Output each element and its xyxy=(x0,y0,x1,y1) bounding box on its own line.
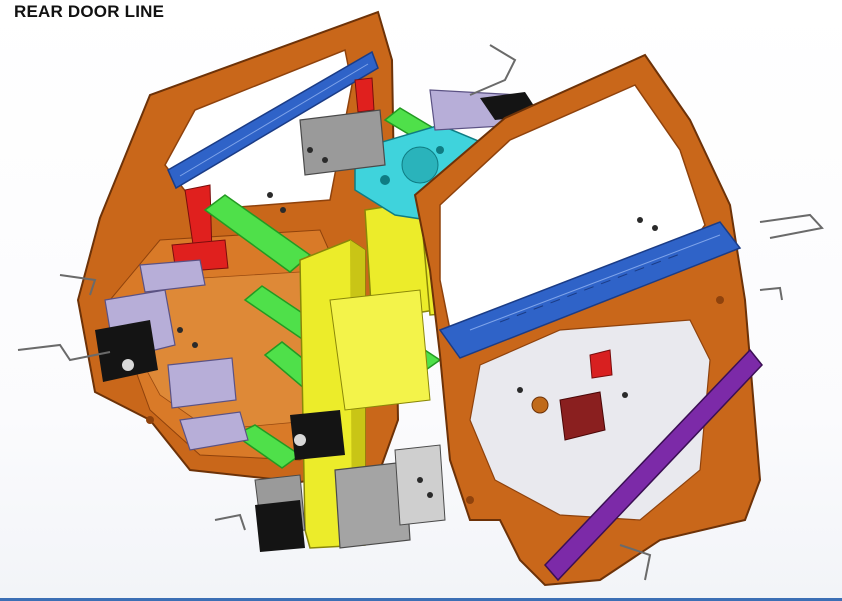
red-locating-bracket-right xyxy=(531,349,613,441)
left-door-blue-rail xyxy=(167,50,379,190)
right-door-purple-rail xyxy=(543,348,763,582)
right-door-blue-rail xyxy=(438,221,742,359)
fastener-details xyxy=(177,147,658,498)
diagram-title: REAR DOOR LINE xyxy=(14,2,165,21)
wire-handles xyxy=(17,44,824,581)
